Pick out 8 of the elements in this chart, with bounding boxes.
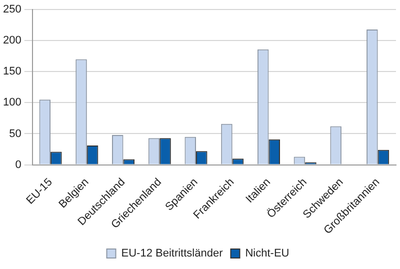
legend-label: Nicht-EU [245,248,290,260]
y-tick-label: 200 [2,34,22,47]
y-tick-label: 0 [15,158,22,171]
y-tick-label: 150 [2,66,22,78]
y-tick-label: 50 [9,128,22,140]
legend-label: EU-12 Beitrittsländer [121,248,224,260]
y-tick-label: 100 [2,96,22,109]
y-tick-label: 250 [2,4,22,16]
